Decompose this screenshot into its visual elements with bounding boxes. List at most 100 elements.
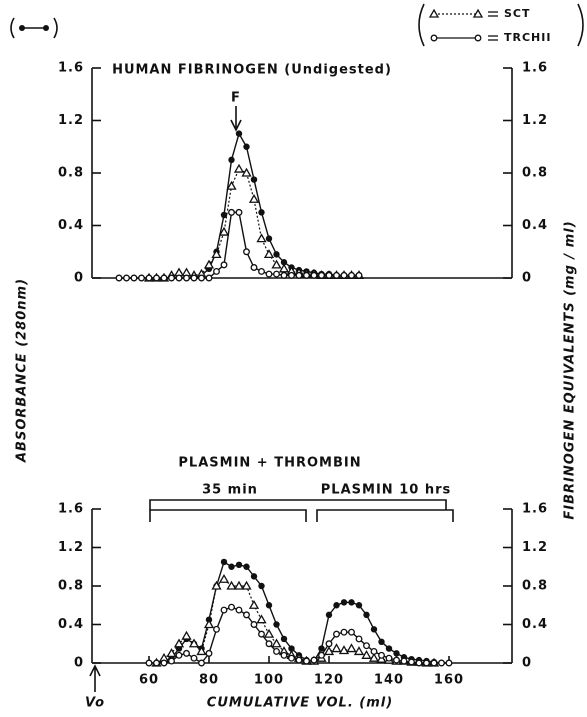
marker [175, 274, 183, 282]
marker [173, 638, 185, 648]
marker [203, 259, 215, 269]
marker [213, 267, 220, 275]
marker [153, 659, 160, 667]
y2-tick-label: 0.4 [522, 218, 548, 233]
marker [198, 274, 205, 282]
marker [218, 226, 230, 236]
marker [228, 208, 235, 216]
marker [153, 274, 160, 282]
y-tick-label: 1.2 [58, 540, 84, 555]
marker [346, 643, 357, 653]
marker [363, 611, 370, 619]
marker [265, 235, 273, 242]
paren [10, 17, 15, 39]
y-tick-label: 0.8 [58, 166, 84, 181]
marker [218, 573, 230, 583]
marker [370, 648, 378, 655]
marker [183, 649, 190, 657]
annotation: Vo [85, 696, 105, 711]
marker [340, 599, 348, 606]
marker [333, 602, 340, 609]
marker [243, 563, 250, 570]
y2-tick-label: 0.8 [522, 579, 548, 594]
marker [318, 645, 325, 652]
marker [325, 271, 333, 279]
marker [190, 274, 198, 282]
marker [228, 563, 235, 570]
y-tick-label: 1.6 [58, 61, 84, 76]
marker [333, 630, 340, 638]
marker [310, 656, 318, 664]
series-line [149, 560, 449, 664]
marker [160, 659, 168, 667]
marker [288, 271, 295, 279]
series-line [149, 168, 359, 279]
marker [288, 654, 295, 662]
legend: SCT TRCHII [428, 7, 550, 44]
marker [368, 652, 380, 662]
marker [385, 645, 393, 652]
y2-axis-label: FIBRINOGEN EQUIVALENTS (mg / ml) [563, 220, 578, 519]
marker [445, 659, 453, 667]
marker [205, 274, 213, 282]
y2-tick-label: 0 [522, 656, 532, 671]
marker [348, 599, 355, 606]
marker [258, 630, 265, 638]
marker [115, 274, 123, 282]
y-tick-label: 0.4 [58, 218, 84, 233]
marker [241, 580, 252, 590]
marker [250, 264, 258, 271]
marker [303, 657, 310, 665]
panel-title: PLASMIN + THROMBIN [178, 456, 361, 471]
marker [243, 248, 250, 256]
marker [340, 271, 348, 279]
marker [370, 626, 378, 633]
marker [415, 659, 423, 667]
marker [145, 274, 153, 282]
panel-title: HUMAN FIBRINOGEN (Undigested) [112, 63, 392, 78]
marker [318, 651, 325, 659]
marker [181, 630, 192, 640]
marker [428, 8, 440, 18]
marker [168, 657, 175, 665]
marker [288, 645, 295, 652]
marker [361, 649, 372, 659]
paren [418, 3, 425, 47]
marker [310, 271, 318, 279]
marker [393, 650, 400, 657]
marker [303, 271, 310, 279]
bracket [149, 509, 454, 522]
marker [205, 649, 213, 657]
marker [166, 648, 177, 658]
marker [378, 638, 385, 646]
marker [123, 274, 130, 282]
marker [400, 657, 408, 665]
annotation: 35 min [202, 483, 258, 498]
y-tick-label: 0.4 [58, 617, 84, 632]
marker [331, 643, 342, 653]
marker [325, 640, 333, 648]
y2-tick-label: 1.6 [522, 502, 548, 517]
marker [271, 259, 282, 269]
y-tick-label: 0.8 [58, 579, 84, 594]
marker [220, 606, 228, 614]
marker [474, 34, 482, 42]
marker [235, 561, 243, 569]
marker [130, 274, 138, 282]
marker [168, 274, 175, 282]
abs-key [10, 17, 58, 39]
arrow [230, 106, 242, 132]
marker [248, 193, 260, 203]
annotation: F [231, 91, 241, 106]
marker [175, 651, 183, 659]
marker [340, 628, 348, 636]
marker [295, 271, 303, 279]
marker [183, 274, 190, 282]
marker [273, 270, 280, 278]
marker [318, 271, 325, 279]
marker [211, 580, 222, 590]
y-axis-label: ABSORBANCE (280nm) [15, 278, 30, 463]
x-tick-label: 160 [434, 673, 464, 688]
marker [233, 580, 245, 590]
marker [138, 274, 145, 282]
